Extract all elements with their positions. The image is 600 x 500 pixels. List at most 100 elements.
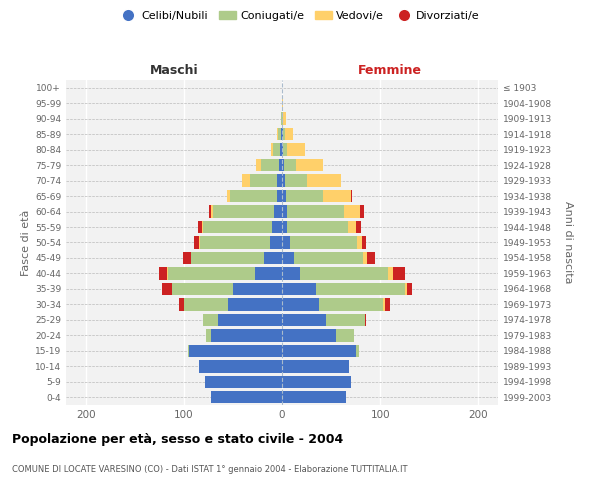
Bar [299, 268, 388, 280]
Bar [282, 314, 326, 326]
Bar [348, 221, 356, 233]
Bar [356, 344, 359, 357]
Text: COMUNE DI LOCATE VARESINO (CO) - Dati ISTAT 1° gennaio 2004 - Elaborazione TUTTI: COMUNE DI LOCATE VARESINO (CO) - Dati IS… [12, 466, 407, 474]
Bar [282, 376, 351, 388]
Bar [282, 112, 283, 125]
Bar [254, 268, 282, 280]
Bar [287, 144, 305, 156]
Bar [356, 221, 361, 233]
Bar [359, 206, 364, 218]
Bar [282, 344, 356, 357]
Bar [197, 221, 202, 233]
Bar [272, 221, 282, 233]
Bar [367, 252, 375, 264]
Bar [206, 329, 211, 342]
Legend: Celibi/Nubili, Coniugati/e, Vedovi/e, Divorziati/e: Celibi/Nubili, Coniugati/e, Vedovi/e, Di… [116, 6, 484, 26]
Bar [326, 314, 365, 326]
Bar [284, 159, 296, 172]
Bar [203, 221, 272, 233]
Bar [385, 298, 390, 310]
Bar [344, 206, 359, 218]
Bar [281, 128, 282, 140]
Bar [205, 376, 282, 388]
Bar [294, 252, 362, 264]
Bar [393, 268, 405, 280]
Bar [282, 282, 316, 295]
Text: Femmine: Femmine [358, 64, 422, 78]
Bar [277, 190, 282, 202]
Bar [188, 344, 189, 357]
Bar [274, 206, 282, 218]
Bar [283, 144, 287, 156]
Bar [265, 252, 282, 264]
Bar [356, 236, 362, 248]
Bar [213, 206, 274, 218]
Bar [282, 190, 286, 202]
Text: Popolazione per età, sesso e stato civile - 2004: Popolazione per età, sesso e stato civil… [12, 432, 343, 446]
Bar [262, 159, 279, 172]
Bar [383, 298, 385, 310]
Bar [270, 236, 282, 248]
Bar [230, 190, 277, 202]
Bar [282, 144, 283, 156]
Bar [287, 206, 344, 218]
Bar [282, 236, 290, 248]
Bar [168, 268, 254, 280]
Bar [211, 391, 282, 404]
Bar [280, 144, 282, 156]
Bar [282, 298, 319, 310]
Bar [316, 282, 405, 295]
Bar [365, 314, 367, 326]
Bar [189, 344, 282, 357]
Bar [405, 282, 407, 295]
Bar [282, 268, 299, 280]
Bar [388, 268, 393, 280]
Bar [282, 97, 283, 110]
Bar [285, 174, 307, 187]
Bar [273, 144, 280, 156]
Bar [290, 236, 356, 248]
Bar [211, 206, 213, 218]
Bar [167, 268, 168, 280]
Bar [283, 112, 286, 125]
Bar [362, 252, 367, 264]
Bar [200, 236, 270, 248]
Bar [282, 174, 285, 187]
Bar [250, 174, 277, 187]
Bar [233, 282, 282, 295]
Y-axis label: Fasce di età: Fasce di età [21, 210, 31, 276]
Bar [407, 282, 412, 295]
Bar [282, 159, 284, 172]
Bar [228, 298, 282, 310]
Bar [296, 159, 323, 172]
Bar [278, 128, 281, 140]
Bar [282, 329, 336, 342]
Bar [256, 159, 262, 172]
Bar [336, 329, 353, 342]
Bar [319, 298, 383, 310]
Y-axis label: Anni di nascita: Anni di nascita [563, 201, 573, 284]
Bar [286, 190, 323, 202]
Bar [285, 128, 293, 140]
Bar [271, 144, 273, 156]
Bar [283, 128, 285, 140]
Bar [281, 112, 282, 125]
Bar [307, 174, 341, 187]
Bar [277, 174, 282, 187]
Bar [203, 314, 218, 326]
Bar [218, 314, 282, 326]
Bar [172, 282, 233, 295]
Bar [351, 190, 352, 202]
Bar [184, 298, 228, 310]
Bar [282, 391, 346, 404]
Bar [162, 282, 172, 295]
Bar [183, 252, 191, 264]
Bar [282, 360, 349, 372]
Bar [282, 221, 287, 233]
Bar [242, 174, 250, 187]
Bar [159, 268, 167, 280]
Bar [287, 221, 348, 233]
Bar [211, 329, 282, 342]
Text: Maschi: Maschi [149, 64, 199, 78]
Bar [209, 206, 211, 218]
